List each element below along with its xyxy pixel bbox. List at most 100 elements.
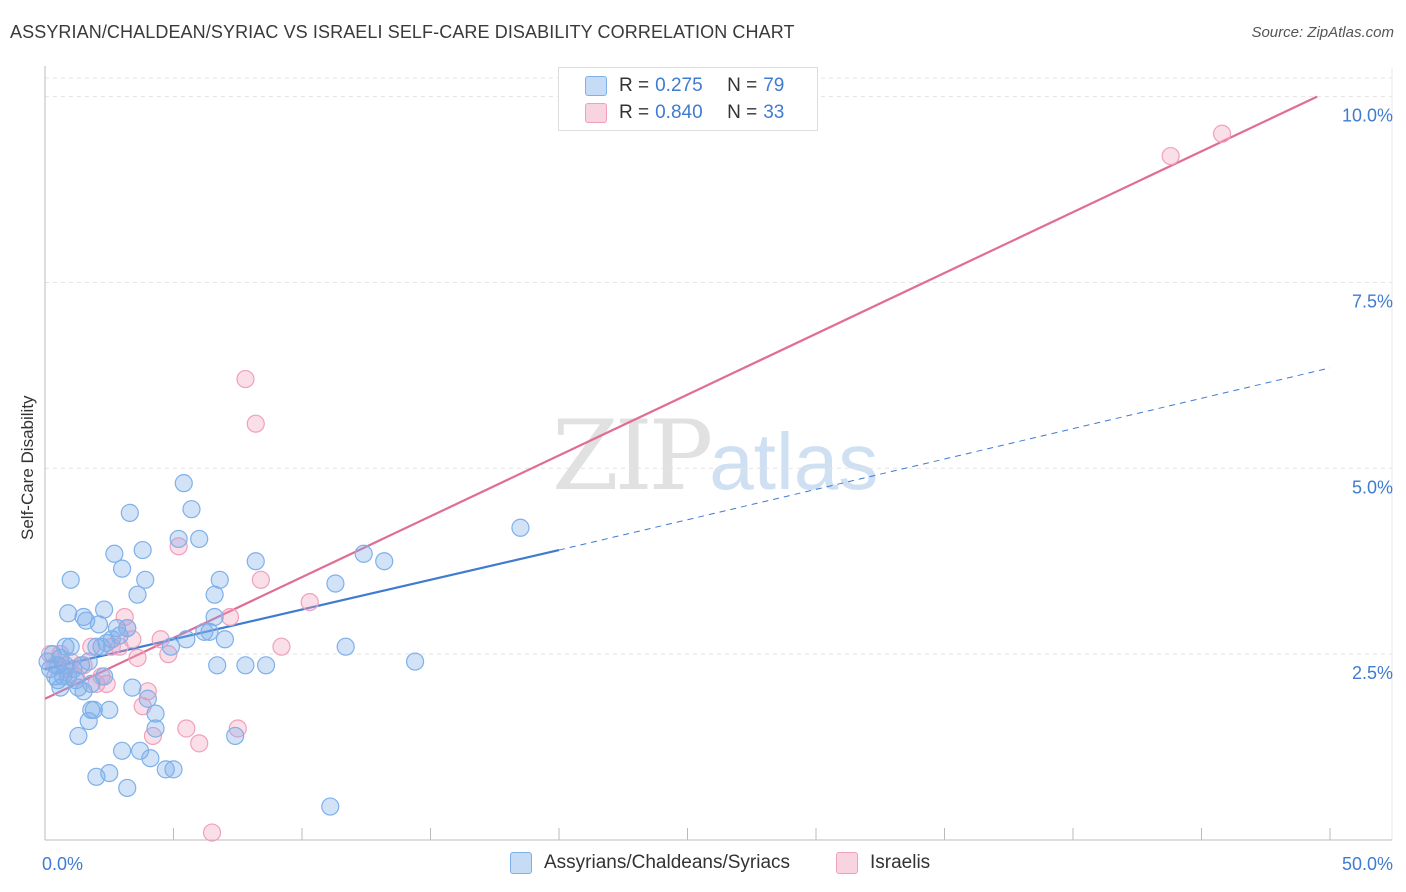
point-israelis	[143, 726, 163, 746]
point-assyrians	[138, 689, 157, 708]
y-tick-label: 7.5%	[1352, 291, 1393, 311]
point-assyrians	[69, 726, 88, 746]
watermark-zip: ZIP	[552, 400, 713, 512]
point-israelis	[1212, 124, 1232, 143]
legend-label-israelis: Israelis	[870, 852, 931, 873]
watermark-atlas: atlas	[709, 417, 879, 506]
point-assyrians	[146, 704, 165, 723]
point-israelis	[202, 823, 222, 842]
trend-line-assyrians-extrapolated	[558, 367, 1331, 551]
point-israelis	[228, 719, 247, 738]
point-assyrians	[100, 700, 119, 720]
point-assyrians	[226, 726, 245, 746]
point-assyrians	[118, 619, 137, 638]
y-tick-label: 10.0%	[1342, 106, 1393, 126]
point-israelis	[177, 719, 196, 738]
point-assyrians	[59, 604, 78, 623]
axes	[44, 66, 1393, 841]
point-assyrians	[326, 574, 345, 593]
point-assyrians	[164, 760, 183, 779]
source-credit: Source: ZipAtlas.com	[1251, 24, 1394, 41]
point-assyrians	[120, 503, 139, 522]
point-assyrians	[161, 637, 181, 656]
y-axis-label: Self-Care Disability	[18, 395, 37, 540]
legend-r-value: 0.275	[655, 75, 703, 96]
point-assyrians	[190, 529, 209, 549]
point-assyrians	[112, 741, 132, 760]
legend-row-assyrians: R = 0.275 N = 79	[585, 74, 784, 98]
point-assyrians	[110, 626, 129, 645]
y-tick-label: 5.0%	[1352, 477, 1393, 497]
point-assyrians	[174, 474, 193, 493]
legend-label-assyrians: Assyrians/Chaldeans/Syriacs	[544, 852, 791, 873]
point-assyrians	[79, 652, 98, 671]
point-assyrians	[405, 652, 425, 671]
trend-line-assyrians	[44, 548, 560, 671]
correlation-legend: R = 0.275 N = 79 R = 0.840 N = 33	[558, 67, 818, 131]
legend-swatch-assyrians	[585, 76, 607, 96]
point-assyrians	[354, 544, 373, 563]
point-assyrians	[133, 540, 152, 560]
data-points	[38, 124, 1232, 842]
point-israelis	[151, 630, 170, 649]
point-assyrians	[177, 630, 196, 649]
legend-n-label: N =	[727, 102, 758, 123]
point-assyrians	[74, 682, 93, 701]
point-assyrians	[56, 637, 75, 656]
point-assyrians	[336, 637, 355, 656]
point-assyrians	[112, 559, 132, 578]
trend-lines	[44, 95, 1331, 700]
point-assyrians	[105, 544, 124, 563]
legend-row-israelis: R = 0.840 N = 33	[585, 101, 784, 125]
legend-n-value: 33	[763, 102, 785, 123]
point-assyrians	[123, 678, 142, 697]
point-israelis	[220, 607, 240, 627]
chart-title: ASSYRIAN/CHALDEAN/SYRIAC VS ISRAELI SELF…	[10, 22, 795, 42]
legend-r-label: R =	[619, 102, 650, 123]
point-assyrians	[169, 529, 188, 549]
point-israelis	[138, 682, 157, 701]
point-israelis	[128, 648, 147, 667]
legend-n-label: N =	[727, 75, 758, 96]
series-legend-assyrians[interactable]: Assyrians/Chaldeans/Syriacs	[510, 852, 790, 874]
point-assyrians	[156, 760, 175, 779]
series-legend-israelis[interactable]: Israelis	[836, 852, 930, 874]
legend-swatch-israelis	[836, 852, 858, 874]
point-assyrians	[130, 741, 150, 760]
point-israelis	[251, 570, 270, 589]
point-israelis	[300, 593, 319, 612]
point-assyrians	[141, 749, 160, 768]
point-assyrians	[236, 656, 255, 675]
point-assyrians	[246, 552, 265, 571]
legend-swatch-israelis	[585, 103, 607, 123]
point-assyrians	[61, 637, 80, 656]
point-assyrians	[100, 763, 119, 783]
legend-n-value: 79	[763, 75, 785, 96]
point-assyrians	[48, 656, 67, 675]
trend-line-israelis	[44, 95, 1318, 700]
point-assyrians	[511, 518, 530, 537]
point-israelis	[190, 734, 209, 753]
point-assyrians	[182, 500, 201, 519]
point-assyrians	[146, 719, 165, 738]
point-assyrians	[208, 656, 227, 675]
point-assyrians	[136, 570, 155, 589]
point-assyrians	[95, 600, 114, 619]
point-assyrians	[79, 711, 98, 731]
point-assyrians	[375, 552, 394, 571]
point-israelis	[97, 674, 116, 693]
legend-r-label: R =	[619, 75, 650, 96]
point-israelis	[236, 369, 255, 389]
point-israelis	[1161, 146, 1180, 166]
tick-labels: 2.5% 5.0% 7.5% 10.0% 0.0% 50.0%	[42, 106, 1393, 874]
point-assyrians	[128, 585, 147, 604]
point-assyrians	[118, 778, 137, 798]
grid-lines	[45, 77, 1392, 655]
point-israelis	[82, 637, 101, 656]
point-assyrians	[107, 619, 127, 638]
x-tick-label: 0.0%	[42, 854, 83, 874]
point-assyrians	[321, 797, 340, 816]
point-assyrians	[84, 700, 103, 720]
point-assyrians	[256, 656, 276, 675]
